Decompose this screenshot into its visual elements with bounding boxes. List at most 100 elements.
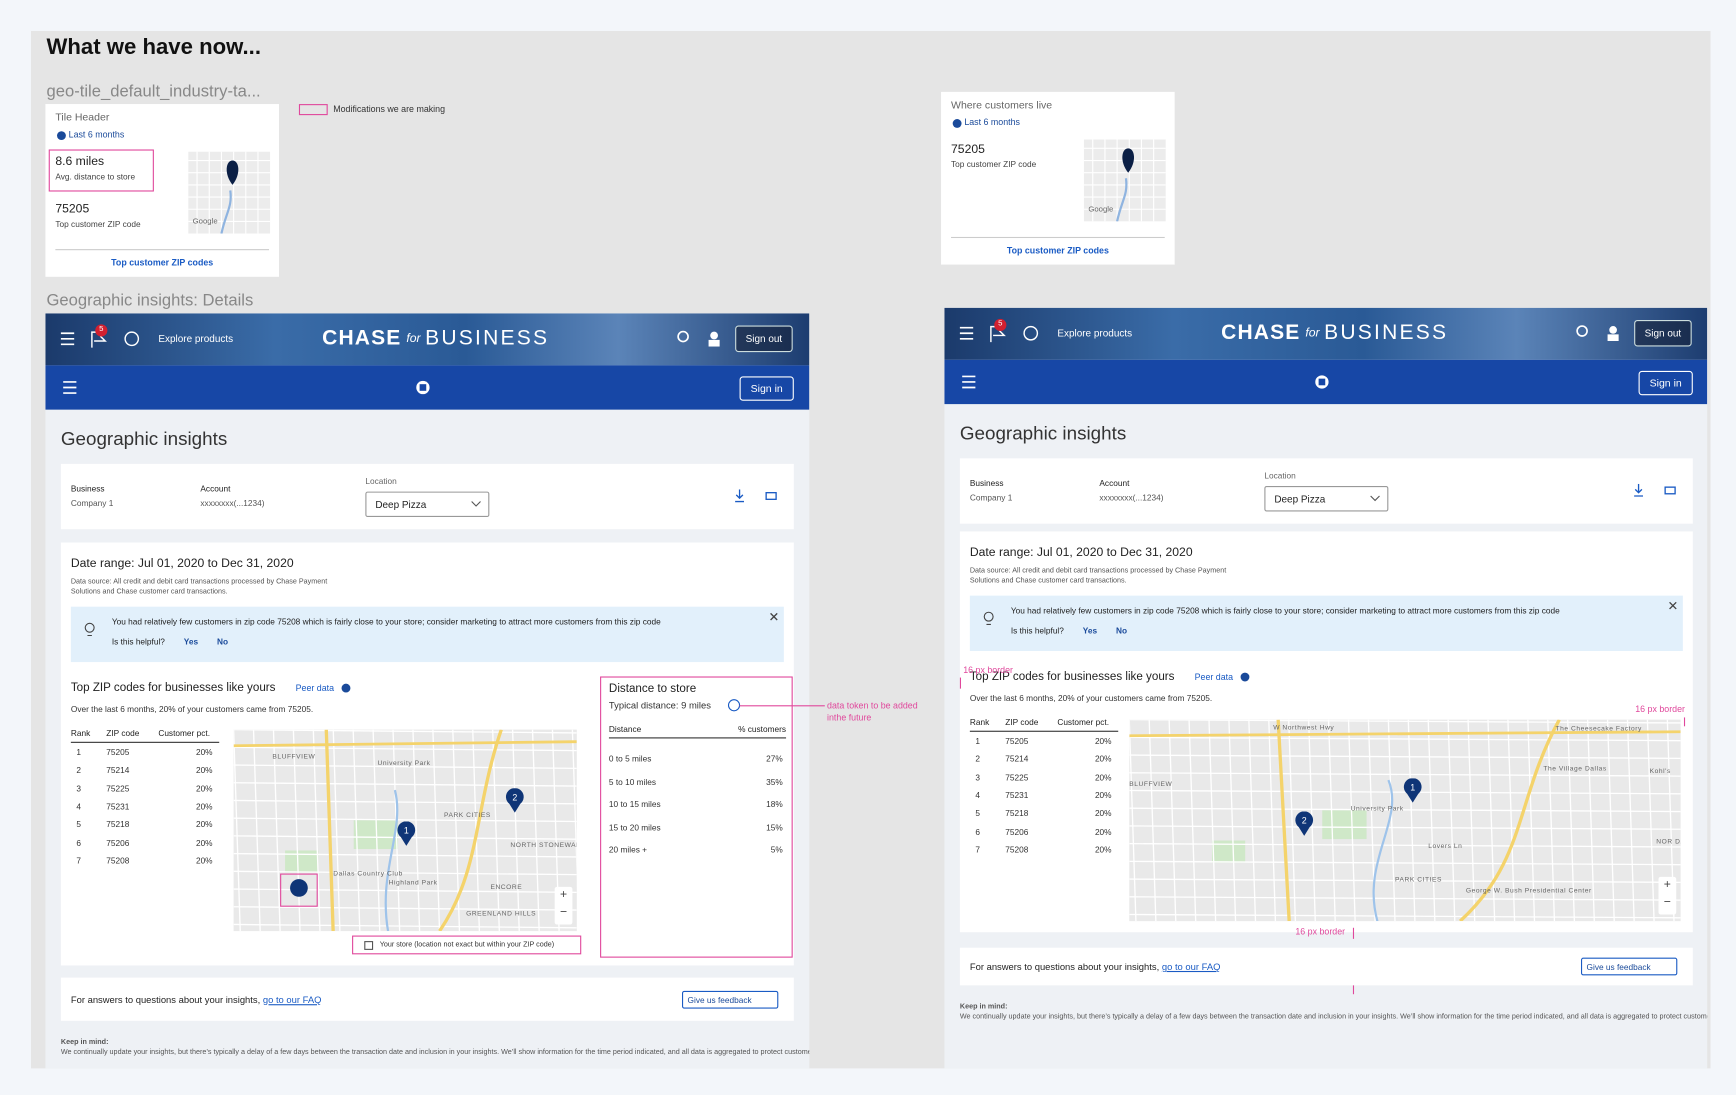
faq-link[interactable]: go to our FAQ bbox=[262, 993, 322, 1005]
blue-bar: Sign in bbox=[45, 365, 810, 410]
brand: for bbox=[1305, 326, 1320, 340]
location-dropdown[interactable]: Deep Pizza bbox=[365, 491, 490, 518]
marker-label: 1 bbox=[403, 825, 409, 836]
road bbox=[233, 870, 577, 876]
road bbox=[1387, 719, 1396, 922]
metric-value: 75205 bbox=[951, 142, 985, 157]
annotation: data token to be added inthe future bbox=[827, 700, 918, 723]
metric-value: 8.6 miles bbox=[55, 154, 105, 169]
info-outline bbox=[727, 699, 741, 712]
sign-in-label[interactable]: Sign in bbox=[750, 383, 783, 396]
path bbox=[397, 821, 416, 846]
section-label: Geographic insights: Details bbox=[46, 291, 254, 310]
peer-data[interactable]: Peer data bbox=[1194, 672, 1234, 682]
brand: BUSINESS bbox=[1324, 321, 1449, 345]
sign-out[interactable]: Sign out bbox=[735, 325, 793, 353]
annotation: 16 px border bbox=[1295, 926, 1346, 937]
tile-link[interactable]: Top customer ZIP codes bbox=[1006, 245, 1109, 256]
dropdown-value[interactable]: Deep Pizza bbox=[1274, 493, 1326, 505]
feedback-label[interactable]: Give us feedback bbox=[1586, 962, 1651, 973]
brand: BUSINESS bbox=[425, 326, 550, 350]
profile bbox=[1609, 326, 1617, 334]
insight-tip: You had relatively few customers in zip … bbox=[969, 595, 1683, 651]
table-rule bbox=[969, 730, 1119, 732]
lightbulb bbox=[84, 622, 95, 637]
table-cell: 20% bbox=[195, 837, 213, 848]
helpful: Is this helpful? bbox=[1010, 625, 1064, 636]
road bbox=[1288, 719, 1297, 922]
table-header: Customer pct. bbox=[1057, 717, 1110, 728]
zoom-out[interactable]: − bbox=[1663, 895, 1671, 909]
table-cell: 20% bbox=[195, 765, 213, 776]
section-title: Top ZIP codes for businesses like yours bbox=[70, 680, 276, 695]
road bbox=[1507, 719, 1516, 922]
road bbox=[1327, 719, 1336, 922]
map-label: The Cheesecake Factory bbox=[1555, 726, 1642, 733]
no[interactable]: No bbox=[1115, 625, 1128, 636]
yes[interactable]: Yes bbox=[183, 636, 199, 647]
profile bbox=[710, 331, 718, 340]
value: Company 1 bbox=[70, 498, 114, 509]
path bbox=[505, 788, 524, 813]
map-label: NOR DA bbox=[1656, 839, 1681, 846]
zoom-control[interactable]: + − bbox=[554, 886, 573, 925]
sign-out-label[interactable]: Sign out bbox=[1644, 327, 1682, 339]
map-label: ENCORE bbox=[490, 884, 523, 892]
road bbox=[1646, 719, 1655, 922]
sign-in[interactable]: Sign in bbox=[739, 376, 794, 401]
tile-period: Last 6 months bbox=[964, 117, 1020, 128]
feedback-button[interactable]: Give us feedback bbox=[681, 990, 779, 1009]
table-cell: 18% bbox=[766, 799, 783, 810]
table-cell: 20% bbox=[195, 783, 213, 794]
table-cell: 15% bbox=[766, 822, 783, 833]
bar-icons bbox=[63, 380, 430, 395]
zoom-in[interactable]: + bbox=[559, 887, 568, 902]
zoom-out[interactable]: − bbox=[559, 905, 568, 919]
road bbox=[312, 729, 321, 932]
map-brand: Google bbox=[1088, 205, 1114, 214]
sign-out[interactable]: Sign out bbox=[1634, 319, 1692, 347]
path bbox=[1295, 811, 1314, 836]
feedback-label[interactable]: Give us feedback bbox=[687, 994, 752, 1005]
map-label: University Park bbox=[1350, 805, 1404, 813]
circle bbox=[983, 611, 994, 622]
marker-label: 2 bbox=[1301, 815, 1307, 826]
zoom-control[interactable]: + − bbox=[1658, 876, 1677, 915]
peer-data[interactable]: Peer data bbox=[295, 683, 335, 694]
road bbox=[1129, 754, 1681, 760]
map-marker bbox=[397, 821, 416, 846]
location-dropdown[interactable]: Deep Pizza bbox=[1264, 486, 1389, 512]
circle bbox=[952, 119, 962, 128]
dropdown-value[interactable]: Deep Pizza bbox=[375, 499, 427, 511]
yes[interactable]: Yes bbox=[1082, 625, 1098, 636]
metric-label: Top customer ZIP code bbox=[951, 159, 1037, 170]
map-label: Highland Park bbox=[388, 880, 438, 887]
tile-map bbox=[188, 151, 271, 234]
sign-in[interactable]: Sign in bbox=[1638, 370, 1693, 396]
feedback-button[interactable]: Give us feedback bbox=[1580, 957, 1678, 976]
badge: 5 bbox=[998, 319, 1003, 328]
logo bbox=[1318, 378, 1326, 386]
value: Company 1 bbox=[969, 492, 1013, 503]
tile-card: Tile Header Last 6 months 8.6 miles Avg. di… bbox=[45, 104, 279, 277]
table-cell: 75214 bbox=[1005, 754, 1029, 765]
tip-text: You had relatively few customers in zip … bbox=[1010, 605, 1560, 616]
table-cell: 1 bbox=[76, 747, 82, 758]
legend-swatch bbox=[298, 104, 328, 116]
zoom-in[interactable]: + bbox=[1663, 877, 1671, 892]
badge: 5 bbox=[99, 325, 104, 334]
highway bbox=[1129, 730, 1681, 738]
sign-in-label[interactable]: Sign in bbox=[1649, 377, 1682, 390]
faq-line: For answers to questions about your insi… bbox=[970, 961, 1221, 972]
sign-out-label[interactable]: Sign out bbox=[745, 333, 783, 345]
road bbox=[1586, 719, 1595, 922]
table-cell: 20% bbox=[1094, 844, 1112, 855]
explore-products[interactable]: Explore products bbox=[158, 333, 234, 345]
faq-link[interactable]: go to our FAQ bbox=[1161, 960, 1221, 973]
explore-products[interactable]: Explore products bbox=[1057, 327, 1133, 339]
table-cell: 75225 bbox=[1005, 772, 1029, 783]
tile-link[interactable]: Top customer ZIP codes bbox=[111, 257, 214, 268]
chevron bbox=[1370, 495, 1380, 502]
map-canvas bbox=[1129, 719, 1681, 922]
no[interactable]: No bbox=[216, 636, 229, 647]
